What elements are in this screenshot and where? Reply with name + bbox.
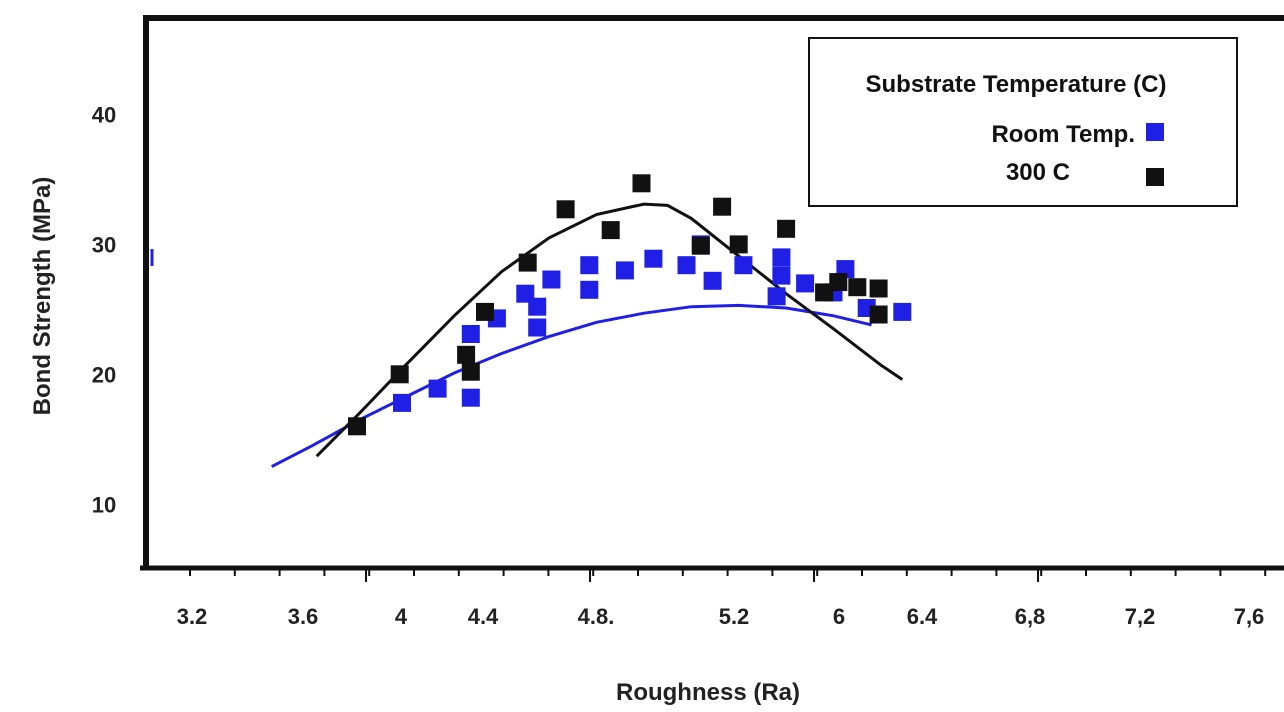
room-temp-data-point [461, 325, 480, 343]
room-temp-data-point [528, 318, 547, 337]
300c-data-point [815, 283, 834, 302]
room-temp-data-point [893, 302, 912, 321]
legend-marker-300c [1146, 168, 1164, 186]
300c-data-point [869, 305, 888, 324]
y-tick-label: 30 [92, 232, 116, 257]
300c-data-point [476, 302, 494, 321]
300c-data-point [601, 221, 620, 240]
legend-box [808, 37, 1238, 207]
x-tick-label: 3.6 [288, 604, 319, 629]
room-temp-data-point [580, 256, 599, 275]
y-tick-label: 20 [92, 362, 116, 387]
300c-data-point [848, 278, 867, 297]
300c-data-point [348, 417, 366, 436]
room-temp-data-point [428, 379, 447, 398]
300c-data-point [777, 219, 796, 238]
x-tick-label: 3.2 [177, 604, 208, 629]
room-temp-data-point [644, 249, 663, 268]
300c-data-point [390, 365, 409, 384]
300c-data-point [829, 273, 848, 292]
300c-data-point [457, 345, 476, 364]
legend-title: Substrate Temperature (C) [866, 71, 1167, 98]
x-tick-label: 4 [395, 604, 408, 629]
room-temp-data-point [461, 388, 480, 407]
room-temp-data-point [772, 248, 791, 267]
x-tick-label: 7,2 [1125, 604, 1156, 629]
x-tick-label: 5.2 [719, 604, 750, 629]
x-tick-label: 4.8. [578, 604, 615, 629]
room-temp-fit-line [271, 303, 872, 468]
x-axis-tick-labels: 3.2 3.6 4 4.4 4.8. 5.2 6 6.4 6,8 7,2 7,6 [177, 604, 1265, 629]
300c-data-point [556, 200, 575, 219]
room-temp-data-point [528, 297, 547, 316]
legend-label-300c: 300 C [1006, 159, 1070, 186]
y-axis-title: Bond Strength (MPa) [29, 177, 56, 416]
room-temp-data-point [703, 271, 722, 290]
y-tick-label: 10 [92, 492, 116, 517]
300c-fit-line [315, 202, 904, 458]
x-axis-ticks [189, 568, 1267, 582]
room-temp-data-point [767, 287, 786, 306]
y-tick-label: 40 [92, 102, 116, 127]
x-axis-title: Roughness (Ra) [616, 679, 800, 706]
300c-data-point [869, 279, 888, 298]
x-tick-label: 7,6 [1234, 604, 1265, 629]
300c-data-point [518, 253, 537, 272]
300c-data-point [729, 235, 748, 254]
legend-marker-room-temp [1146, 123, 1164, 141]
room-temp-data-point [393, 393, 411, 412]
room-temp-data-point [677, 256, 696, 275]
trend-lines [271, 202, 904, 468]
legend-label-room-temp: Room Temp. [991, 121, 1135, 148]
room-temp-data-point [796, 274, 815, 293]
data-points [348, 174, 912, 436]
300c-data-point [632, 174, 651, 193]
x-tick-label: 6 [833, 604, 845, 629]
room-temp-data-point [615, 261, 634, 280]
room-temp-data-point [772, 266, 791, 285]
300c-data-point [713, 197, 732, 216]
room-temp-data-point [580, 280, 599, 299]
legend: Substrate Temperature (C) Room Temp. 300… [808, 37, 1238, 207]
room-temp-data-point [734, 256, 753, 275]
300c-data-point [691, 236, 710, 255]
300c-data-point [461, 362, 480, 381]
room-temp-data-point [542, 270, 561, 289]
x-tick-label: 4.4 [468, 604, 499, 629]
x-tick-label: 6.4 [907, 604, 938, 629]
y-axis-tick-labels: 10 20 30 40 [92, 102, 116, 517]
x-tick-label: 6,8 [1015, 604, 1046, 629]
